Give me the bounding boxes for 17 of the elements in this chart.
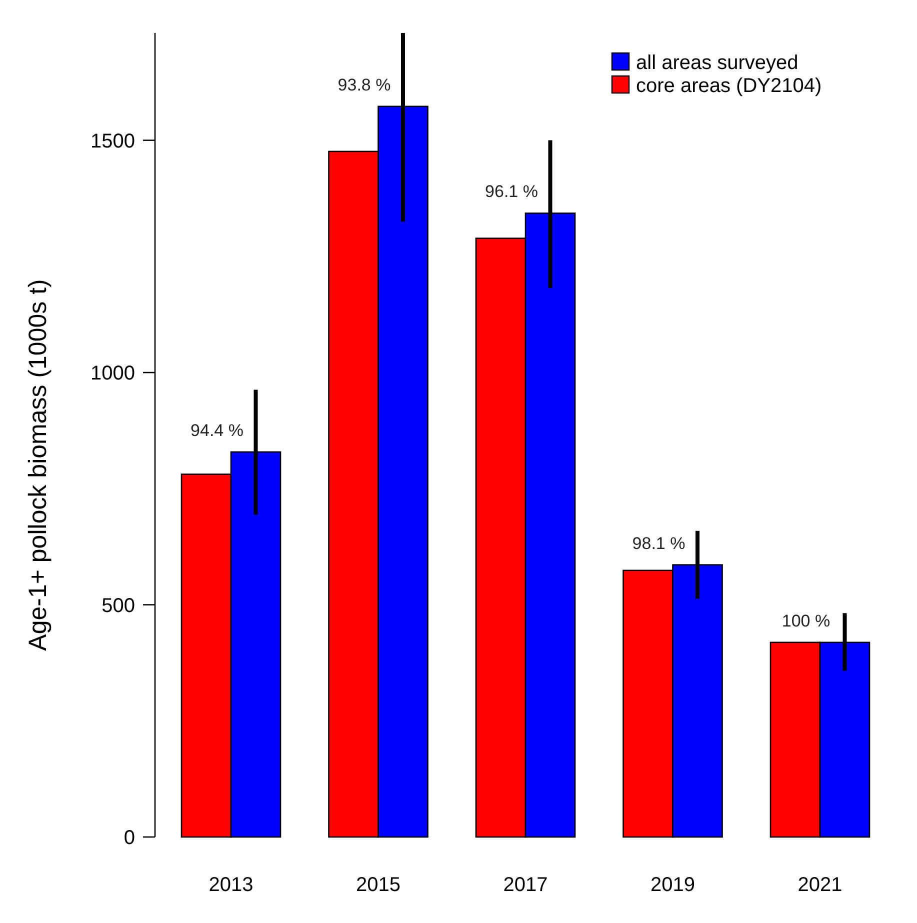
annotation: 100 % xyxy=(782,611,830,630)
annotation: 98.1 % xyxy=(632,534,686,553)
legend-label: core areas (DY2104) xyxy=(636,75,822,97)
x-tick-label: 2015 xyxy=(356,874,400,896)
y-tick-label: 1500 xyxy=(90,130,135,152)
legend-label: all areas surveyed xyxy=(636,52,798,74)
x-tick-label: 2019 xyxy=(650,874,695,896)
annotation: 94.4 % xyxy=(190,420,244,440)
y-axis-title: Age-1+ pollock biomass (1000s t) xyxy=(24,279,52,651)
annotation: 93.8 % xyxy=(338,75,391,94)
y-tick-label: 500 xyxy=(102,594,135,617)
x-tick-label: 2013 xyxy=(208,874,254,896)
annotation: 96.1 % xyxy=(485,182,538,202)
x-tick-label: 2021 xyxy=(798,874,842,896)
y-tick-label: 0 xyxy=(124,827,135,849)
x-tick-label: 2017 xyxy=(503,874,548,896)
y-tick-label: 1000 xyxy=(90,362,135,385)
